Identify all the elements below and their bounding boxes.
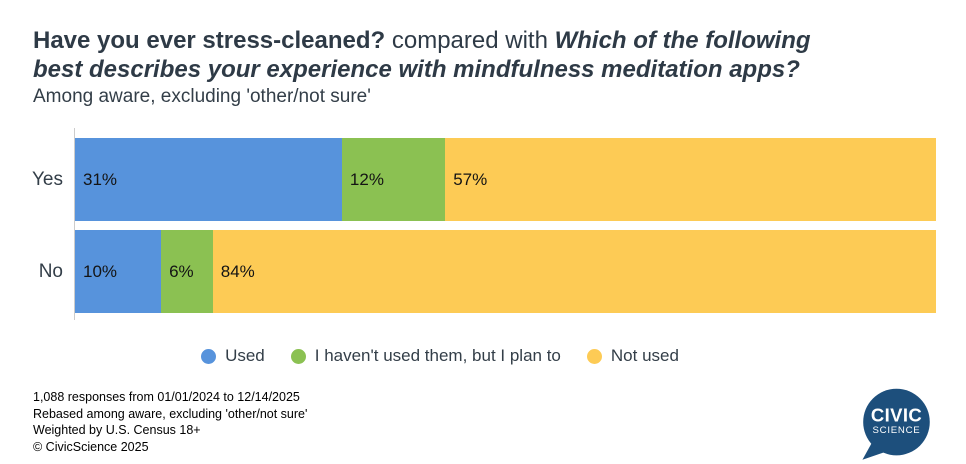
bar-row: 10% 6% 84% <box>75 230 936 313</box>
legend-item: Not used <box>586 346 679 366</box>
legend-item: Used <box>201 346 265 366</box>
data-label: 10% <box>83 261 118 281</box>
logo-text-science: SCIENCE <box>873 425 921 436</box>
title-connector: compared with <box>385 27 555 54</box>
bar-segment: 57% <box>445 138 936 221</box>
plot-area: 31% 12% 57% 10% 6% 84% <box>75 138 936 313</box>
category-label: Yes <box>32 168 63 190</box>
legend-label: I haven't used them, but I plan to <box>314 346 561 365</box>
chart-area: Yes No 31% 12% 57% 10% 6% 84% <box>0 128 966 320</box>
page-title: Have you ever stress-cleaned? compared w… <box>33 26 848 84</box>
data-label: 57% <box>453 169 488 189</box>
speech-bubble-icon: CIVIC SCIENCE <box>862 388 930 460</box>
chart-subtitle: Among aware, excluding 'other/not sure' <box>33 86 371 107</box>
category-label: No <box>38 260 63 282</box>
data-label: 12% <box>349 169 384 189</box>
logo-text-civic: CIVIC <box>871 404 922 425</box>
bar-row: 31% 12% 57% <box>75 138 936 221</box>
plot-axis: 31% 12% 57% 10% 6% 84% <box>74 128 936 320</box>
bar-segment: 84% <box>212 230 936 313</box>
legend: Used I haven't used them, but I plan to No… <box>0 346 880 366</box>
title-question-1: Have you ever stress-cleaned? <box>33 27 386 54</box>
footnote-line: Weighted by U.S. Census 18+ <box>33 423 201 437</box>
footnotes: 1,088 responses from 01/01/2024 to 12/14… <box>33 389 307 455</box>
footnote-line: © CivicScience 2025 <box>33 439 149 454</box>
data-label: 31% <box>83 169 118 189</box>
bar-segment: 12% <box>341 138 446 221</box>
bar-segment: 6% <box>161 230 213 313</box>
legend-label: Not used <box>610 346 679 365</box>
legend-item: I haven't used them, but I plan to <box>290 346 561 366</box>
civicscience-logo: CIVIC SCIENCE <box>858 388 932 462</box>
data-label: 6% <box>169 261 194 281</box>
legend-dot-icon <box>290 348 306 364</box>
legend-label: Used <box>225 346 265 365</box>
bubble-tail <box>862 438 889 460</box>
category-labels: Yes No <box>0 128 63 320</box>
footnote-line: Rebased among aware, excluding 'other/no… <box>33 406 308 421</box>
legend-dot-icon <box>586 348 602 364</box>
bar-segment: 10% <box>75 230 162 313</box>
title-question-2: Which of the following best describes yo… <box>33 27 811 83</box>
bubble-circle <box>863 388 930 456</box>
bar-segment: 31% <box>75 138 342 221</box>
data-label: 84% <box>220 261 255 281</box>
legend-dot-icon <box>201 348 217 364</box>
footnote-line: 1,088 responses from 01/01/2024 to 12/14… <box>33 390 300 404</box>
